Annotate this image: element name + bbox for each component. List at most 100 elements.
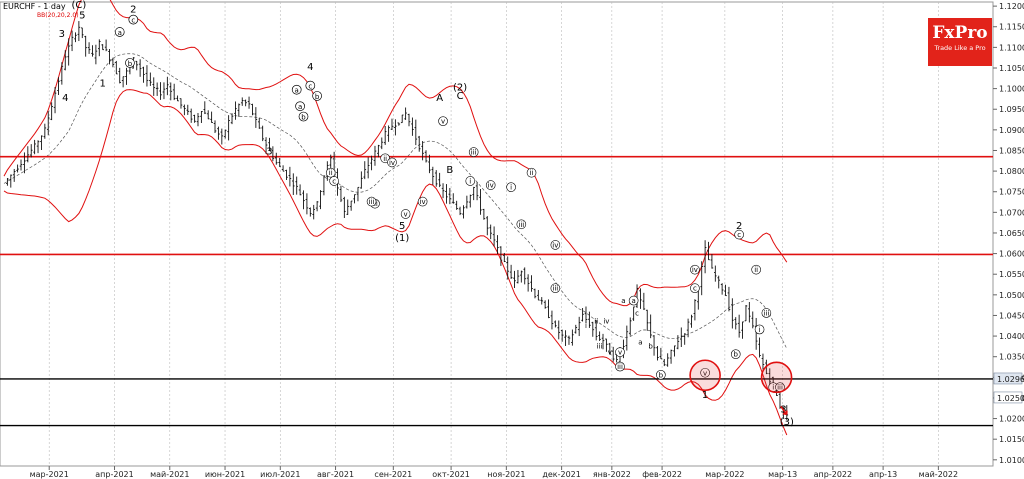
roman-label: iii <box>617 363 623 371</box>
roman-label: c <box>332 177 336 185</box>
roman-circle <box>734 229 744 240</box>
y-tick-label: 1.0350 <box>999 353 1024 362</box>
wave-label: 1 <box>100 79 106 90</box>
wave-label: a <box>298 103 302 111</box>
wave-label: a <box>295 87 299 95</box>
roman-circle <box>690 264 700 275</box>
time-axis: мар-2021 апр-2021 май-2021 июн-2021 июл-2021… <box>30 466 958 479</box>
roman-label: c <box>693 285 697 293</box>
y-tick-label: 1.0500 <box>999 291 1024 300</box>
roman-circle <box>465 176 476 186</box>
roman-circle <box>550 283 561 294</box>
y-tick-label: 1.0750 <box>999 188 1024 197</box>
x-tick-label: июл-2021 <box>260 470 300 479</box>
roman-label: ii <box>329 169 333 177</box>
wave-label: 3 <box>59 29 65 40</box>
x-tick-label: окт-2021 <box>432 470 470 479</box>
wave-label: b <box>315 93 320 101</box>
wave-circle <box>298 111 309 122</box>
wave-label: (1) <box>395 233 409 244</box>
wave-label: b <box>648 342 653 350</box>
wave-circle <box>291 84 302 95</box>
roman-circle <box>700 367 710 378</box>
highlight-circle <box>689 359 721 392</box>
roman-label: ii <box>383 155 387 163</box>
wave-circle <box>305 80 316 91</box>
y-tick-label: 1.0550 <box>999 270 1024 279</box>
roman-label: iv <box>692 266 698 274</box>
roman-label: a <box>631 297 635 305</box>
y-tick-label: 1.1100 <box>999 43 1024 52</box>
roman-circle <box>438 116 448 126</box>
y-tick-label: 1.1200 <box>999 2 1024 11</box>
wave-label: 2 <box>130 4 136 15</box>
price-badge-label: 1.0250 <box>997 394 1024 403</box>
symbol-label: EURCHF - 1 day <box>3 2 66 11</box>
x-tick-label: апр-13 <box>869 470 897 479</box>
wave-label: (C) <box>71 0 86 11</box>
wave-label: 5 <box>399 221 405 232</box>
x-tick-label: сен-2021 <box>374 470 412 479</box>
roman-circle <box>329 176 339 186</box>
y-tick-label: 1.0950 <box>999 105 1024 114</box>
price-badge <box>993 391 1023 404</box>
logo-brand: FxPro <box>932 23 988 43</box>
price-axis: 1.01001.01501.02001.02501.03001.03501.04… <box>993 2 1024 465</box>
roman-label: iii <box>471 149 477 157</box>
roman-label: i <box>510 184 512 192</box>
roman-circle <box>366 196 377 207</box>
wave-label: iii <box>597 342 603 350</box>
wave-circle <box>128 14 139 25</box>
roman-label: iv <box>420 198 426 206</box>
price-badge <box>993 372 1023 385</box>
x-tick-label: апр-2021 <box>95 470 133 479</box>
roman-label: c <box>737 231 741 239</box>
wave-label: a <box>621 297 625 305</box>
x-tick-label: янв-2022 <box>593 470 631 479</box>
wave-label: c <box>131 17 135 25</box>
roman-label: iv <box>552 241 558 249</box>
roman-label: v <box>441 118 445 126</box>
roman-circle <box>751 264 761 275</box>
wave-label: 2 <box>736 221 742 232</box>
x-tick-label: фев-2022 <box>642 470 682 479</box>
roman-circle <box>615 347 625 357</box>
overlays <box>689 359 793 416</box>
indicator-label: BB(20,20,2.0) <box>37 12 79 19</box>
roman-circle <box>417 196 428 207</box>
x-tick-label: май-2021 <box>150 470 189 479</box>
y-tick-label: 1.0450 <box>999 311 1024 320</box>
wave-label: (3) <box>780 417 794 428</box>
roman-circle <box>656 370 666 380</box>
roman-label: iii <box>518 221 524 229</box>
y-tick-label: 1.0800 <box>999 167 1024 176</box>
x-tick-label: мар-13 <box>768 470 797 479</box>
wave-label: 4 <box>62 93 68 104</box>
roman-circle <box>468 147 479 157</box>
logo-tagline: Trade Like a Pro <box>934 44 986 52</box>
wave-label: c <box>308 83 312 91</box>
wave-label: 4 <box>307 62 313 73</box>
roman-circle <box>485 180 496 190</box>
wave-label: v <box>608 349 612 357</box>
roman-label: iii <box>777 384 783 392</box>
highlight-circle <box>760 361 793 394</box>
x-tick-label: май-2022 <box>919 470 958 479</box>
fxpro-logo: FxPro Trade Like a Pro <box>928 18 992 66</box>
roman-circle <box>615 361 625 372</box>
roman-label: b <box>734 351 739 359</box>
y-tick-label: 1.0400 <box>999 332 1024 341</box>
roman-label: ii <box>754 266 758 274</box>
wave-label: C <box>457 91 464 102</box>
roman-circle <box>325 167 336 178</box>
y-tick-label: 1.1050 <box>999 64 1024 73</box>
wave-label: (2) <box>453 83 467 94</box>
wave-label: i <box>585 322 587 330</box>
middle-band <box>3 53 788 349</box>
roman-circle <box>526 167 537 178</box>
roman-label: iv <box>389 159 395 167</box>
roman-circle <box>754 324 765 335</box>
roman-label: iv <box>488 182 494 190</box>
